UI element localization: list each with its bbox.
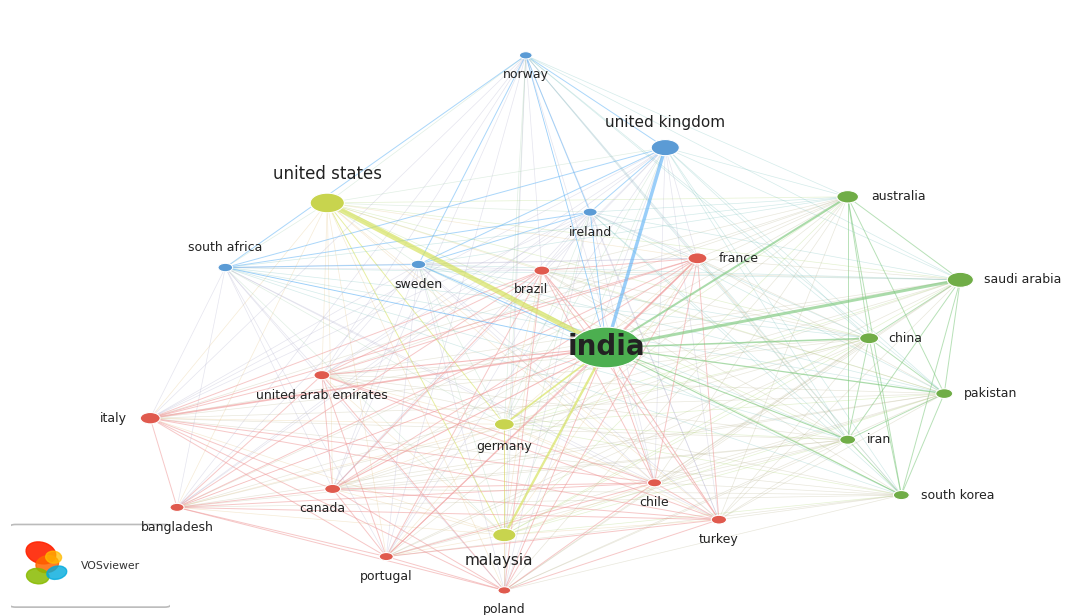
Circle shape (325, 485, 340, 493)
Text: canada: canada (299, 502, 344, 515)
Circle shape (894, 491, 909, 499)
Text: malaysia: malaysia (465, 554, 533, 568)
Circle shape (647, 478, 662, 487)
Text: poland: poland (483, 603, 526, 615)
Text: china: china (888, 331, 923, 345)
Text: south korea: south korea (921, 488, 994, 502)
Circle shape (583, 208, 598, 216)
Text: portugal: portugal (359, 570, 413, 583)
Circle shape (571, 327, 642, 368)
Circle shape (218, 263, 233, 272)
Text: turkey: turkey (699, 533, 739, 546)
Circle shape (519, 52, 532, 59)
Circle shape (411, 260, 426, 269)
Circle shape (651, 140, 679, 156)
Circle shape (310, 193, 344, 213)
Text: ireland: ireland (569, 226, 612, 239)
Circle shape (837, 191, 858, 203)
Circle shape (314, 371, 329, 379)
Text: norway: norway (503, 68, 548, 81)
Text: pakistan: pakistan (964, 387, 1017, 400)
Text: iran: iran (867, 433, 892, 446)
Circle shape (379, 552, 394, 561)
Text: united arab emirates: united arab emirates (256, 389, 387, 402)
Text: sweden: sweden (395, 278, 442, 291)
Text: saudi arabia: saudi arabia (984, 273, 1061, 287)
Text: italy: italy (100, 411, 127, 425)
Circle shape (936, 389, 953, 399)
Circle shape (495, 419, 514, 430)
Text: south africa: south africa (188, 241, 263, 254)
Circle shape (170, 503, 185, 512)
Text: chile: chile (640, 496, 670, 509)
Text: india: india (568, 333, 645, 362)
Circle shape (493, 528, 516, 542)
Text: germany: germany (476, 440, 532, 453)
Text: united kingdom: united kingdom (605, 116, 725, 130)
Circle shape (859, 333, 879, 344)
Text: united states: united states (273, 165, 382, 183)
Text: brazil: brazil (514, 283, 548, 296)
Circle shape (534, 266, 549, 275)
Circle shape (688, 253, 707, 264)
Text: france: france (719, 252, 759, 265)
Circle shape (711, 515, 726, 524)
Circle shape (141, 413, 160, 424)
Circle shape (498, 587, 511, 594)
Text: bangladesh: bangladesh (141, 521, 214, 534)
Circle shape (947, 272, 973, 287)
Circle shape (840, 435, 855, 444)
Text: australia: australia (871, 190, 926, 204)
